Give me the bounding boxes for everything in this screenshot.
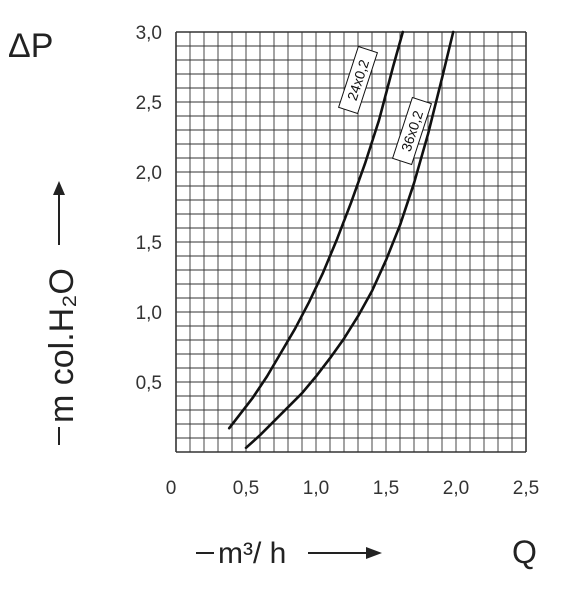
curve-label-box [391,96,433,166]
x-tick-label: 1,5 [373,478,399,499]
curve-line [227,30,405,430]
curve-line [244,30,455,450]
y-axis-arrow-head [53,181,65,195]
chart-grid [175,31,527,453]
x-axis-label: m³/ h [218,537,286,570]
x-tick-label: 2,5 [513,478,539,499]
curve-label-group: 36x0,2 [391,96,433,166]
x-tick-labels: 0 0,5 1,0 1,5 2,0 2,5 [166,478,540,499]
y-tick-label: 0,5 [136,373,162,394]
y-axis-symbol: ΔP [8,27,53,65]
y-tick-labels: 0,5 1,0 1,5 2,0 2,5 3,0 [136,23,162,394]
curve-label-box [337,45,379,115]
y-axis-label-group: m col.H₂O [43,181,81,445]
x-tick-label: 0,5 [233,478,259,499]
x-tick-label: 0 [166,478,177,499]
x-axis-arrow-head [366,547,382,559]
y-tick-label: 1,0 [136,303,162,324]
y-axis-label: m col.H₂O [43,268,81,423]
y-tick-label: 3,0 [136,23,162,44]
y-tick-label: 1,5 [136,233,162,254]
x-axis-symbol: Q [512,534,537,570]
x-tick-label: 1,0 [303,478,329,499]
y-tick-label: 2,5 [136,93,162,114]
y-tick-label: 2,0 [136,163,162,184]
x-tick-label: 2,0 [443,478,469,499]
